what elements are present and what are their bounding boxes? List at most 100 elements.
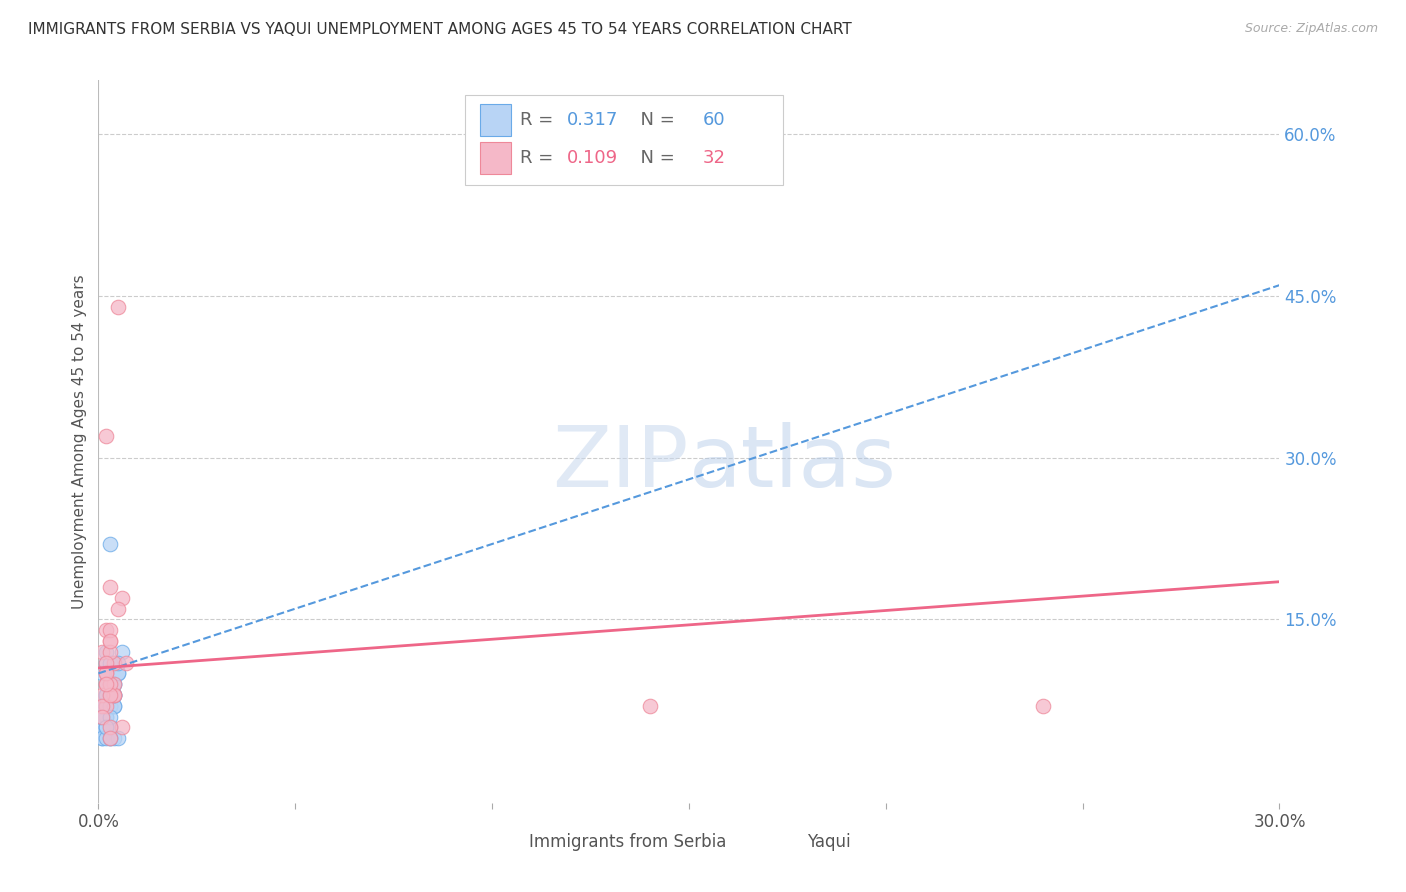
Point — [91, 698, 114, 713]
Point — [98, 731, 121, 745]
Point — [96, 720, 118, 734]
Text: Source: ZipAtlas.com: Source: ZipAtlas.com — [1244, 22, 1378, 36]
Point — [91, 645, 114, 659]
Point — [96, 688, 118, 702]
Point — [98, 677, 121, 691]
Point — [103, 731, 125, 745]
Point — [96, 429, 118, 443]
Point — [103, 688, 125, 702]
Point — [96, 666, 118, 681]
Point — [98, 688, 121, 702]
Point — [91, 709, 114, 723]
Point — [91, 698, 114, 713]
Point — [98, 537, 121, 551]
Point — [98, 677, 121, 691]
Point — [91, 731, 114, 745]
Point — [96, 666, 118, 681]
Text: atlas: atlas — [689, 422, 897, 505]
Point — [96, 688, 118, 702]
Point — [96, 688, 118, 702]
Point — [107, 731, 129, 745]
Point — [96, 720, 118, 734]
Point — [103, 688, 125, 702]
Point — [107, 666, 129, 681]
Point — [103, 688, 125, 702]
Point — [98, 720, 121, 734]
Point — [103, 677, 125, 691]
Text: Yaqui: Yaqui — [807, 833, 851, 851]
Point — [98, 709, 121, 723]
Text: N =: N = — [628, 111, 681, 129]
Point — [91, 731, 114, 745]
Point — [98, 677, 121, 691]
FancyBboxPatch shape — [769, 829, 800, 855]
Point — [98, 677, 121, 691]
Point — [107, 666, 129, 681]
Point — [115, 656, 138, 670]
Point — [91, 666, 114, 681]
Point — [98, 688, 121, 702]
Point — [103, 656, 125, 670]
Text: N =: N = — [628, 149, 681, 168]
Point — [96, 720, 118, 734]
Text: 0.317: 0.317 — [567, 111, 619, 129]
Point — [98, 580, 121, 594]
FancyBboxPatch shape — [464, 95, 783, 185]
Point — [96, 645, 118, 659]
Text: ZIP: ZIP — [553, 422, 689, 505]
Point — [103, 698, 125, 713]
Point — [98, 634, 121, 648]
Point — [96, 698, 118, 713]
Point — [107, 300, 129, 314]
Y-axis label: Unemployment Among Ages 45 to 54 years: Unemployment Among Ages 45 to 54 years — [72, 274, 87, 609]
Text: 0.109: 0.109 — [567, 149, 619, 168]
Point — [91, 709, 114, 723]
Point — [91, 709, 114, 723]
Point — [98, 720, 121, 734]
Point — [91, 688, 114, 702]
Point — [98, 624, 121, 638]
Text: R =: R = — [520, 111, 560, 129]
Point — [98, 677, 121, 691]
Point — [103, 677, 125, 691]
Point — [96, 698, 118, 713]
Point — [96, 720, 118, 734]
Point — [1032, 698, 1054, 713]
Text: R =: R = — [520, 149, 560, 168]
Point — [91, 709, 114, 723]
Point — [98, 634, 121, 648]
Point — [103, 688, 125, 702]
Point — [91, 720, 114, 734]
Point — [98, 656, 121, 670]
Point — [107, 601, 129, 615]
Text: Immigrants from Serbia: Immigrants from Serbia — [530, 833, 727, 851]
Point — [98, 731, 121, 745]
Point — [111, 645, 134, 659]
Point — [103, 656, 125, 670]
Point — [96, 677, 118, 691]
Point — [96, 688, 118, 702]
Point — [96, 731, 118, 745]
Point — [96, 656, 118, 670]
Point — [96, 677, 118, 691]
Point — [111, 720, 134, 734]
Point — [638, 698, 661, 713]
Point — [107, 656, 129, 670]
Point — [96, 656, 118, 670]
Point — [103, 688, 125, 702]
Point — [96, 709, 118, 723]
Point — [98, 698, 121, 713]
Point — [103, 698, 125, 713]
Point — [98, 698, 121, 713]
Point — [98, 720, 121, 734]
Point — [96, 709, 118, 723]
Point — [98, 698, 121, 713]
Point — [96, 666, 118, 681]
Point — [91, 709, 114, 723]
Point — [91, 720, 114, 734]
Point — [91, 709, 114, 723]
Point — [98, 645, 121, 659]
Point — [98, 698, 121, 713]
Point — [96, 624, 118, 638]
Text: 32: 32 — [703, 149, 725, 168]
